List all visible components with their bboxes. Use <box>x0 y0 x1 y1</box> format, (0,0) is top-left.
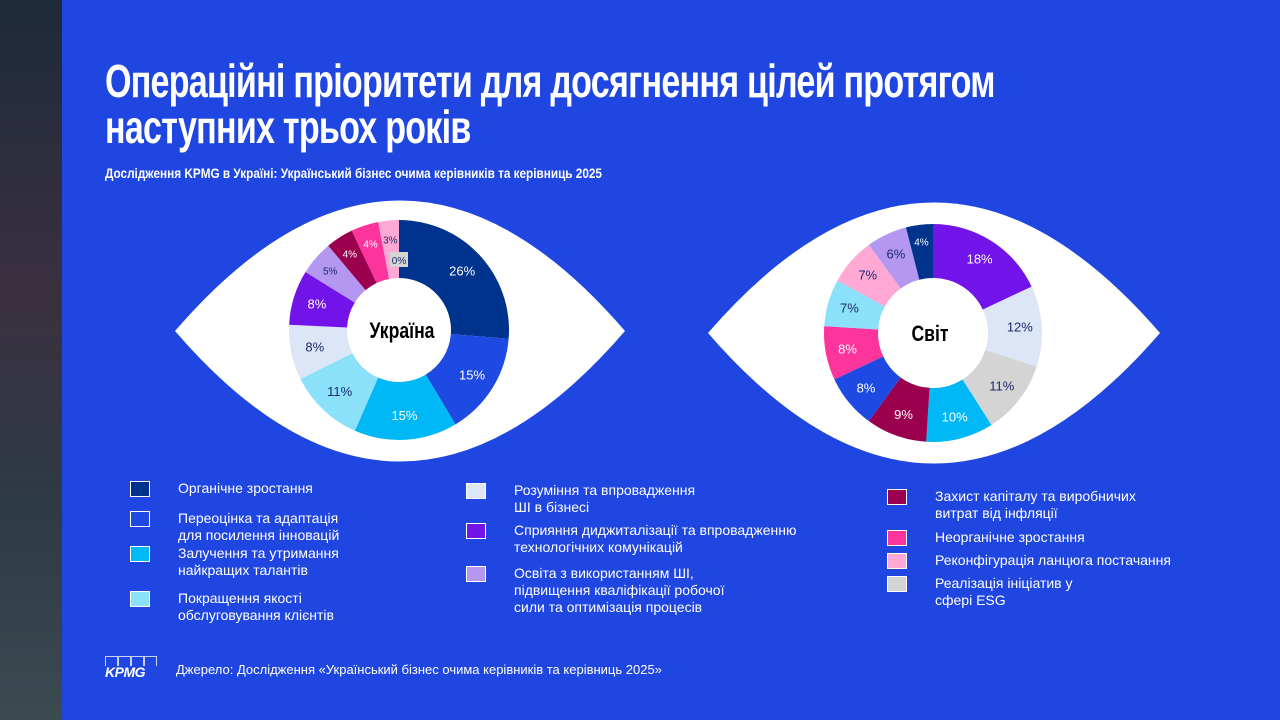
source-note: Джерело: Дослідження «Український бізнес… <box>176 662 662 677</box>
eye-shape-ukraine <box>175 200 625 462</box>
donut-slice <box>289 272 355 328</box>
donut-slice <box>425 334 509 425</box>
donut-slice <box>399 220 510 339</box>
title-line-1: Операційні пріоритети для досягнення ціл… <box>105 55 995 107</box>
legend-swatch <box>130 591 150 607</box>
legend-label: Захист капіталу та виробничих витрат від … <box>935 488 1136 521</box>
legend-swatch <box>466 566 486 582</box>
donut-slice <box>328 230 377 291</box>
kpmg-logo: KPMG <box>105 656 157 680</box>
slice-label: 4% <box>343 249 358 260</box>
donut-slice <box>926 379 992 442</box>
slice-label: 10% <box>942 409 968 424</box>
page-title: Операційні пріоритети для досягнення ціл… <box>105 58 995 150</box>
legend-item: Розуміння та впровадження ШІ в бізнесі <box>466 482 695 516</box>
legend-label: Переоцінка та адаптація для посилення інн… <box>178 510 340 543</box>
page-subtitle: Дослідження KPMG в Україні: Український … <box>105 165 602 181</box>
legend-swatch <box>466 523 486 539</box>
legend-swatch <box>130 511 150 527</box>
donut-slice <box>305 245 366 303</box>
legend-item: Покращення якості обслуговування клієнтів <box>130 590 334 624</box>
slice-label: 11% <box>989 378 1014 393</box>
donut-slice <box>868 377 930 442</box>
slice-label: 11% <box>327 384 352 399</box>
legend-label: Органічне зростання <box>178 480 313 496</box>
slice-label: 6% <box>887 246 906 261</box>
slice-label: 18% <box>967 252 993 267</box>
legend-item: Захист капіталу та виробничих витрат від … <box>887 488 1136 522</box>
donut-slice <box>824 280 885 330</box>
slice-label: 7% <box>858 267 877 282</box>
slice-label: 26% <box>449 264 475 279</box>
legend-label: Освіта з використанням ШІ, підвищення ква… <box>514 565 725 615</box>
slice-label: 15% <box>391 408 417 423</box>
donut-slice <box>354 374 456 440</box>
slice-label: 8% <box>838 341 857 356</box>
slice-label: 3% <box>383 235 398 246</box>
eye-shape-world <box>708 202 1160 464</box>
legend-swatch <box>130 546 150 562</box>
slice-label: 8% <box>305 340 324 355</box>
slice-label: 4% <box>914 238 929 249</box>
donut-slice <box>351 221 390 284</box>
legend-swatch <box>887 489 907 505</box>
donut-slice <box>300 353 379 431</box>
slice-label: 7% <box>840 301 859 316</box>
legend-label: Реалізація ініціатив у сфері ESG <box>935 575 1073 608</box>
donut-slice <box>834 356 901 422</box>
legend-label: Залучення та утримання найкращих талантів <box>178 545 339 578</box>
donut-slice <box>962 349 1037 426</box>
donut-slice <box>824 326 884 380</box>
slice-label: 8% <box>307 296 326 311</box>
donut-ukraine: 26% 15% 15% 11% 8% 8% 5% 4% 4% 3% 0% <box>289 220 510 440</box>
legend-item: Реконфігурація ланцюга постачання <box>887 552 1171 569</box>
zero-label-box <box>390 252 408 267</box>
slice-label: 12% <box>1007 320 1033 335</box>
donut-world: 18% 12% 11% 10% 9% 8% 8% 7% 7% 6% 4% <box>824 224 1042 442</box>
legend-swatch <box>887 576 907 592</box>
slice-label: 0% <box>392 256 407 267</box>
legend-item: Сприяння диджиталізації та впровадженню т… <box>466 522 796 556</box>
donut-slice <box>837 244 901 307</box>
slice-label: 4% <box>363 240 378 251</box>
legend-label: Розуміння та впровадження ШІ в бізнесі <box>514 482 696 515</box>
legend-swatch <box>130 481 150 497</box>
donut-slice <box>905 224 933 280</box>
legend-swatch <box>887 530 907 546</box>
legend-item: Освіта з використанням ШІ, підвищення ква… <box>466 565 724 616</box>
legend-swatch <box>466 483 486 499</box>
legend-item: Органічне зростання <box>130 480 313 497</box>
slice-label: 15% <box>459 367 485 382</box>
slice-label: 8% <box>857 380 876 395</box>
donut-slice <box>868 227 920 289</box>
donut-slice <box>933 224 1032 310</box>
legend-label: Сприяння диджиталізації та впровадженню т… <box>514 522 797 555</box>
legend-label: Неорганічне зростання <box>935 529 1085 545</box>
center-label-world: Світ <box>911 322 948 346</box>
donut-slice <box>289 324 353 379</box>
side-panel <box>0 0 62 720</box>
legend-label: Реконфігурація ланцюга постачання <box>935 552 1171 568</box>
slice-label: 9% <box>894 407 913 422</box>
donut-slice <box>982 286 1042 367</box>
legend-swatch <box>887 553 907 569</box>
legend-item: Залучення та утримання найкращих талантів <box>130 545 339 579</box>
legend-label: Покращення якості обслуговування клієнтів <box>178 590 334 623</box>
legend-item: Реалізація ініціатив у сфері ESG <box>887 575 1073 609</box>
center-label-ukraine: Україна <box>370 319 436 343</box>
title-line-2: наступних трьох років <box>105 101 471 153</box>
slice-label: 5% <box>323 266 338 277</box>
legend-item: Переоцінка та адаптація для посилення інн… <box>130 510 339 544</box>
legend-item: Неорганічне зростання <box>887 529 1085 546</box>
